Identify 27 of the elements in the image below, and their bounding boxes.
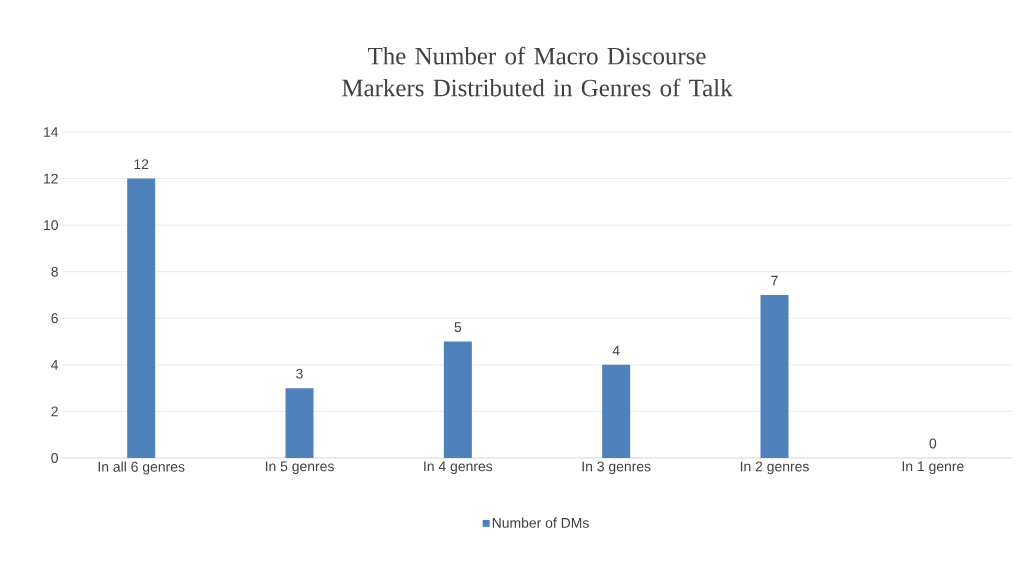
data-label: 3 xyxy=(296,368,303,379)
bar xyxy=(602,364,631,458)
x-tick-label: In 3 genres xyxy=(582,461,651,475)
chart-title: The Number of Macro Discourse Markers Distributed in Genres of Talk xyxy=(342,46,733,97)
x-tick-label: In 2 genres xyxy=(740,461,809,475)
bar xyxy=(127,178,156,458)
y-tick-label: 14 xyxy=(44,127,59,137)
x-tick-label: In 1 genre xyxy=(902,461,964,474)
x-tick-label: In all 6 genres xyxy=(98,461,185,475)
y-tick-label: 0 xyxy=(51,453,58,463)
y-tick-label: 8 xyxy=(51,266,58,277)
bar xyxy=(285,388,314,458)
legend-label: Number of DMs xyxy=(492,517,589,528)
data-label: 4 xyxy=(612,345,620,356)
data-label: 5 xyxy=(454,322,462,333)
y-tick-label: 12 xyxy=(44,173,58,184)
y-tick-label: 2 xyxy=(51,406,58,417)
data-label: 0 xyxy=(929,438,937,449)
bar xyxy=(760,294,789,458)
y-tick-label: 10 xyxy=(44,220,58,231)
data-label: 12 xyxy=(134,159,149,170)
bar xyxy=(443,341,472,458)
y-tick-label: 4 xyxy=(51,360,59,370)
data-label: 7 xyxy=(771,275,778,286)
x-tick-label: In 5 genres xyxy=(265,461,334,474)
x-tick-label: In 4 genres xyxy=(424,461,493,474)
y-tick-label: 6 xyxy=(51,313,58,324)
